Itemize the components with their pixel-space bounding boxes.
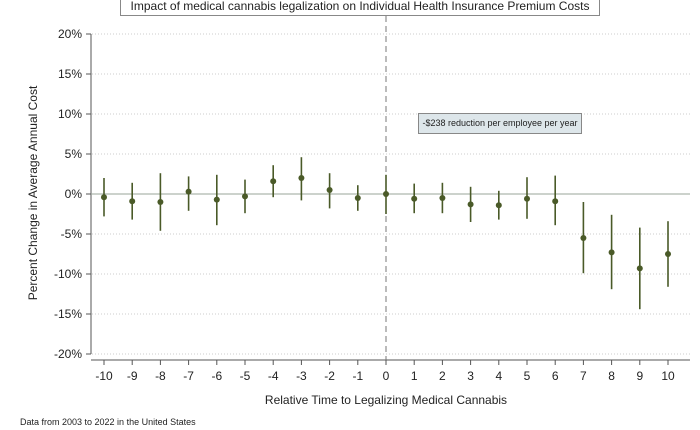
point-estimate: [129, 198, 136, 205]
x-tick-label: 3: [467, 369, 474, 383]
point-estimate: [383, 191, 389, 197]
point-estimate: [439, 195, 446, 201]
point-estimate: [185, 188, 192, 195]
y-tick-label: 0%: [65, 187, 83, 201]
x-tick-label: 1: [411, 369, 418, 383]
point-estimate: [636, 265, 643, 272]
x-tick-label: 8: [608, 369, 615, 383]
y-tick-label: -5%: [61, 227, 83, 241]
x-axis-label: Relative Time to Legalizing Medical Cann…: [264, 393, 508, 407]
x-tick-label: 9: [636, 369, 643, 383]
point-estimate: [608, 249, 615, 256]
x-tick-label: -8: [155, 369, 166, 383]
x-tick-label: 0: [383, 369, 390, 383]
data-note: Data from 2003 to 2022 in the United Sta…: [20, 417, 196, 427]
x-tick-label: -10: [95, 369, 113, 383]
y-tick-label: 10%: [58, 107, 82, 121]
point-estimate: [270, 178, 277, 185]
y-tick-label: -20%: [54, 347, 82, 361]
x-tick-label: 10: [661, 369, 675, 383]
x-tick-label: -5: [240, 369, 251, 383]
annotation-box: -$238 reduction per employee per year: [418, 113, 582, 134]
point-estimate: [326, 187, 333, 193]
x-tick-label: 4: [495, 369, 502, 383]
x-tick-label: -3: [296, 369, 307, 383]
y-tick-label: 15%: [58, 67, 82, 81]
x-tick-label: 2: [439, 369, 446, 383]
y-tick-label: 5%: [65, 147, 83, 161]
point-estimate: [157, 199, 164, 205]
x-tick-label: 5: [524, 369, 531, 383]
point-estimate: [467, 201, 474, 208]
point-estimate: [580, 235, 587, 241]
x-tick-label: 7: [580, 369, 587, 383]
x-tick-label: -9: [127, 369, 138, 383]
point-estimate: [665, 251, 671, 257]
point-estimate: [242, 193, 248, 200]
y-axis-label: Percent Change in Average Annual Cost: [26, 85, 40, 301]
point-estimate: [101, 194, 107, 201]
x-tick-label: 6: [552, 369, 559, 383]
x-tick-label: -4: [268, 369, 279, 383]
y-tick-label: 20%: [58, 27, 82, 41]
point-estimate: [411, 195, 418, 202]
y-tick-label: -15%: [54, 307, 82, 321]
x-tick-label: -1: [352, 369, 363, 383]
point-estimate: [552, 198, 559, 205]
x-tick-label: -6: [211, 369, 222, 383]
point-estimate: [354, 195, 361, 201]
chart-title: Impact of medical cannabis legalization …: [120, 0, 600, 16]
x-tick-label: -7: [183, 369, 194, 383]
x-tick-label: -2: [324, 369, 335, 383]
point-estimate: [495, 202, 502, 209]
point-estimate: [298, 175, 305, 181]
point-estimate: [213, 196, 220, 203]
y-tick-label: -10%: [54, 267, 82, 281]
point-estimate: [524, 195, 530, 202]
